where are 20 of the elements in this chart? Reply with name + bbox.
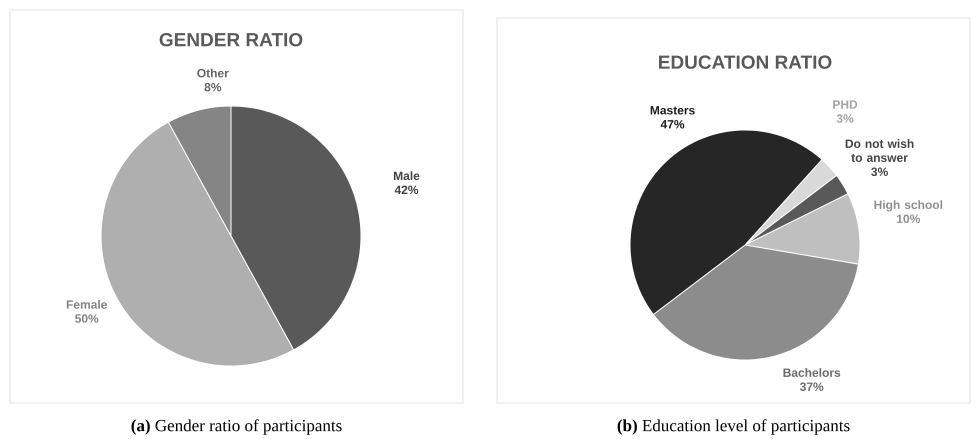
slice-label: Male <box>394 171 420 180</box>
text: (a) Gender ratio of participants <box>132 419 342 435</box>
data-label: 8% <box>204 82 222 92</box>
data-label: 42% <box>394 186 418 194</box>
slice-label: High school <box>874 200 942 212</box>
slice-label: Female <box>66 300 107 309</box>
slice-label: Do not wish to answer <box>846 139 914 162</box>
data-label: 47% <box>660 120 684 129</box>
slice-label: Masters <box>650 106 695 115</box>
chart-title: GENDER RATIO <box>160 32 302 46</box>
data-label: 3% <box>871 167 888 176</box>
chart-title: EDUCATION RATIO <box>659 55 832 69</box>
data-label: 3% <box>836 114 854 123</box>
slice-label: Bachelors <box>783 368 840 377</box>
slice-label: Other <box>197 68 229 78</box>
slice-label: PHD <box>833 100 858 109</box>
data-label: 10% <box>897 214 920 224</box>
data-label: 37% <box>800 382 824 391</box>
data-label: 50% <box>75 314 98 323</box>
text: (b) Education level of participants <box>618 419 850 435</box>
